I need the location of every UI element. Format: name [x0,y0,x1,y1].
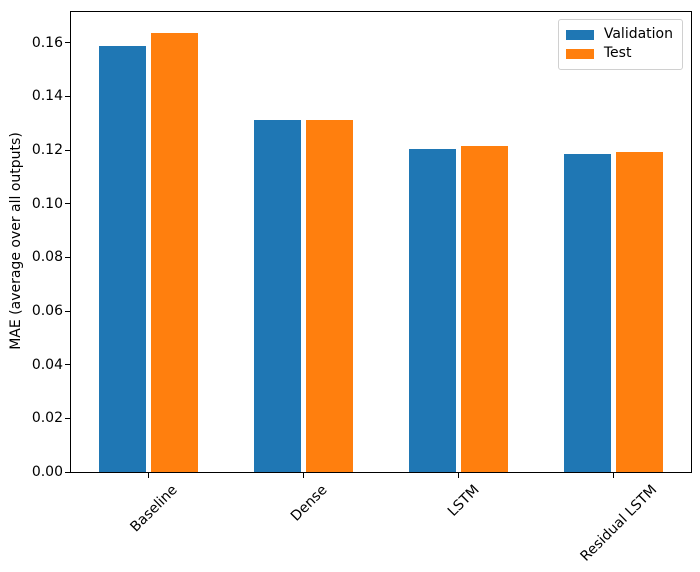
plot-area: 0.00 0.02 0.04 0.06 0.08 0.10 0.12 0.14 0.16 Base… [32,11,692,565]
legend: Validation Test [557,19,683,70]
x-tick-label: Residual LSTM [577,482,661,565]
y-tick-label: 0.08 [31,249,63,266]
test-series-swatch [565,48,594,59]
legend-row-validation: Validation [565,25,673,44]
y-tick-mark [65,471,70,473]
x-tick-label: LSTM [445,482,483,520]
y-tick-mark [65,95,70,97]
y-tick-label: 0.14 [31,88,63,105]
x-tick-label: Baseline [127,482,181,536]
y-tick-label: 0.16 [31,34,63,51]
legend-label-test: Test [603,45,632,61]
x-tick-mark [303,473,304,478]
y-tick-mark [65,417,70,419]
y-tick-mark [65,364,70,366]
legend-row-test: Test [565,44,673,63]
x-tick-mark [148,473,149,478]
bar-validation-residual-lstm [563,154,611,472]
y-tick-mark [65,256,70,258]
bar-validation-dense [253,120,301,472]
bar-test-dense [305,120,353,472]
y-tick-mark [65,42,70,44]
y-tick-mark [65,203,70,205]
bar-validation-lstm [408,149,456,472]
legend-label-validation: Validation [603,26,673,42]
x-tick-label: Dense [287,482,331,525]
y-tick-label: 0.06 [31,303,63,320]
x-tick-mark [458,473,459,478]
y-tick-label: 0.10 [31,195,63,212]
x-tick-mark [613,473,614,478]
y-tick-label: 0.02 [31,410,63,427]
y-tick-label: 0.12 [31,142,63,159]
y-tick-mark [65,310,70,312]
validation-series-swatch [565,29,594,40]
bar-validation-baseline [98,45,146,472]
bar-test-lstm [460,145,508,472]
bar-test-baseline [150,32,198,472]
bar-test-residual-lstm [615,152,663,472]
y-tick-mark [65,149,70,151]
y-tick-label: 0.00 [31,464,63,480]
y-tick-label: 0.04 [31,356,63,373]
